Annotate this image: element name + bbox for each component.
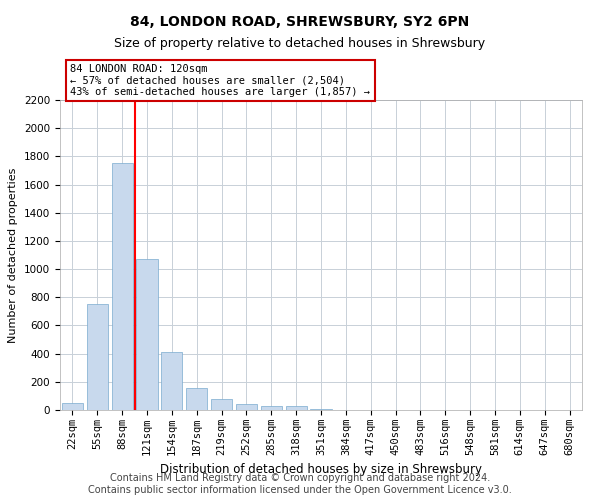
X-axis label: Distribution of detached houses by size in Shrewsbury: Distribution of detached houses by size … <box>160 464 482 476</box>
Bar <box>87 304 108 410</box>
Bar <box>236 404 257 410</box>
Text: Contains HM Land Registry data © Crown copyright and database right 2024.
Contai: Contains HM Land Registry data © Crown c… <box>88 474 512 495</box>
Y-axis label: Number of detached properties: Number of detached properties <box>8 168 19 342</box>
Text: 84 LONDON ROAD: 120sqm
← 57% of detached houses are smaller (2,504)
43% of semi-: 84 LONDON ROAD: 120sqm ← 57% of detached… <box>70 64 370 97</box>
Bar <box>62 403 83 410</box>
Bar <box>136 258 158 410</box>
Bar <box>261 406 282 410</box>
Bar <box>286 406 307 410</box>
Bar <box>112 164 133 410</box>
Bar <box>161 352 182 410</box>
Bar <box>186 388 207 410</box>
Bar <box>211 398 232 410</box>
Text: 84, LONDON ROAD, SHREWSBURY, SY2 6PN: 84, LONDON ROAD, SHREWSBURY, SY2 6PN <box>130 15 470 29</box>
Text: Size of property relative to detached houses in Shrewsbury: Size of property relative to detached ho… <box>115 38 485 51</box>
